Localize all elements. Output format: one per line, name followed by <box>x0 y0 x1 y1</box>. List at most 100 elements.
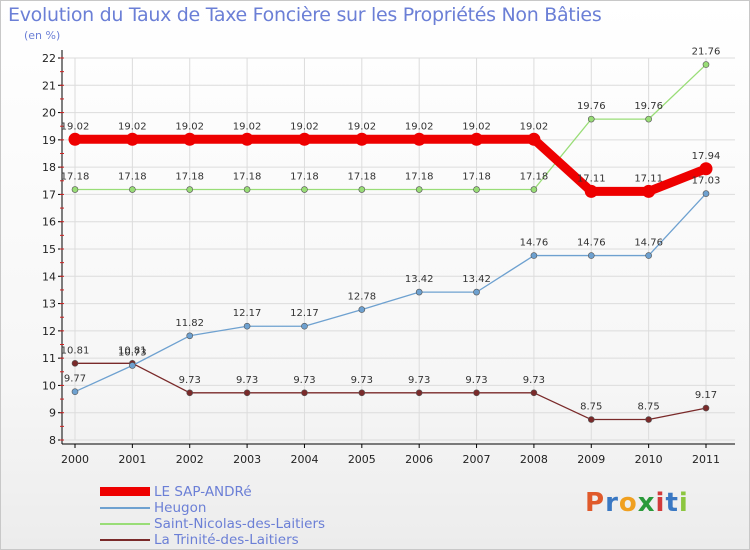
legend-label-saint-nicolas: Saint-Nicolas-des-Laitiers <box>154 516 326 532</box>
logo-letter: x <box>637 488 656 518</box>
x-tick-label: 2003 <box>233 453 261 466</box>
y-tick-label: 8 <box>49 434 56 447</box>
y-tick-label: 19 <box>42 134 56 147</box>
series-point <box>645 115 652 123</box>
data-label: 9.73 <box>351 375 373 386</box>
data-label: 19.02 <box>118 121 147 132</box>
series-point <box>587 252 595 259</box>
y-tick-label: 22 <box>42 52 56 65</box>
series-point <box>301 186 308 193</box>
data-label: 9.73 <box>236 375 258 386</box>
data-label: 17.18 <box>175 172 204 183</box>
series-point <box>645 252 652 259</box>
y-tick-label: 11 <box>42 352 56 365</box>
data-label: 11.82 <box>175 318 204 329</box>
data-label: 17.03 <box>692 176 721 187</box>
data-label: 17.18 <box>462 172 491 183</box>
legend-item-saint-nicolas: Saint-Nicolas-des-Laitiers <box>100 516 430 532</box>
logo-letter: i <box>678 488 689 518</box>
data-label: 14.76 <box>577 238 606 249</box>
data-label: 10.81 <box>118 345 147 356</box>
x-tick-label: 2011 <box>692 453 720 466</box>
y-tick-label: 17 <box>42 188 56 201</box>
series-point <box>587 115 595 123</box>
data-label: 13.42 <box>462 274 491 285</box>
series-point <box>702 404 710 412</box>
legend-item-le-sap-andre: LE SAP-ANDRé <box>100 484 430 500</box>
series-point <box>473 389 480 397</box>
data-label: 17.94 <box>692 151 721 162</box>
data-label: 19.76 <box>634 101 663 112</box>
data-label: 12.78 <box>347 292 376 303</box>
series-point <box>129 362 136 369</box>
series-point <box>415 389 423 397</box>
data-label: 10.81 <box>61 345 90 356</box>
series-point <box>527 132 541 146</box>
series-point <box>642 184 656 198</box>
series-point <box>645 416 652 423</box>
series-point <box>240 132 254 146</box>
x-tick-label: 2006 <box>405 453 433 466</box>
x-tick-label: 2010 <box>635 453 663 466</box>
data-label: 21.76 <box>692 47 721 58</box>
series-point <box>68 132 82 146</box>
series-point <box>301 389 308 397</box>
series-point <box>186 389 194 397</box>
legend-item-heugon: Heugon <box>100 500 430 516</box>
data-label: 17.18 <box>233 172 262 183</box>
series-point <box>415 288 423 296</box>
legend-label-heugon: Heugon <box>154 500 207 516</box>
data-label: 17.18 <box>405 172 434 183</box>
data-label: 12.17 <box>290 308 319 319</box>
data-label: 19.02 <box>233 121 262 132</box>
series-point <box>129 186 136 193</box>
data-label: 19.02 <box>347 121 376 132</box>
series-line-1 <box>74 192 707 393</box>
y-tick-label: 10 <box>42 379 56 392</box>
x-tick-label: 2004 <box>290 453 318 466</box>
chart-title: Evolution du Taux de Taxe Foncière sur l… <box>8 4 602 26</box>
series-point <box>702 61 710 68</box>
data-label: 19.76 <box>577 101 606 112</box>
series-point <box>297 132 311 146</box>
series-point <box>125 132 139 146</box>
data-label: 17.11 <box>634 173 663 184</box>
legend-swatch-le-sap-andre <box>100 487 150 496</box>
data-label: 9.73 <box>408 375 430 386</box>
series-point <box>473 288 480 296</box>
data-label: 19.02 <box>175 121 204 132</box>
data-label: 9.73 <box>465 375 487 386</box>
legend-label-le-sap-andre: LE SAP-ANDRé <box>154 484 252 500</box>
data-label: 10.73 <box>118 348 147 359</box>
data-label: 19.02 <box>405 121 434 132</box>
x-tick-label: 2001 <box>118 453 146 466</box>
data-label: 9.77 <box>64 374 86 385</box>
logo-letter: r <box>605 488 619 518</box>
data-label: 9.73 <box>179 375 201 386</box>
series-point <box>183 132 197 146</box>
series-point <box>530 186 538 193</box>
y-tick-label: 20 <box>42 107 56 120</box>
legend-item-la-trinite: La Trinité-des-Laitiers <box>100 532 430 548</box>
data-label: 19.02 <box>462 121 491 132</box>
data-label: 17.11 <box>577 173 606 184</box>
y-tick-label: 18 <box>42 161 56 174</box>
data-label: 17.18 <box>290 172 319 183</box>
y-unit-label: (en %) <box>24 29 61 42</box>
series-point <box>186 332 194 340</box>
series-point <box>71 360 79 367</box>
y-tick-label: 13 <box>42 298 56 311</box>
series-line-2 <box>74 63 707 191</box>
series-line-3 <box>74 362 707 421</box>
series-point <box>243 389 251 397</box>
x-tick-label: 2007 <box>463 453 491 466</box>
x-tick-label: 2008 <box>520 453 548 466</box>
data-label: 12.17 <box>233 308 262 319</box>
series-point <box>473 186 480 193</box>
series-point <box>301 322 308 330</box>
legend-swatch-la-trinite <box>100 539 150 541</box>
data-label: 17.18 <box>61 172 90 183</box>
series-point <box>71 388 79 396</box>
